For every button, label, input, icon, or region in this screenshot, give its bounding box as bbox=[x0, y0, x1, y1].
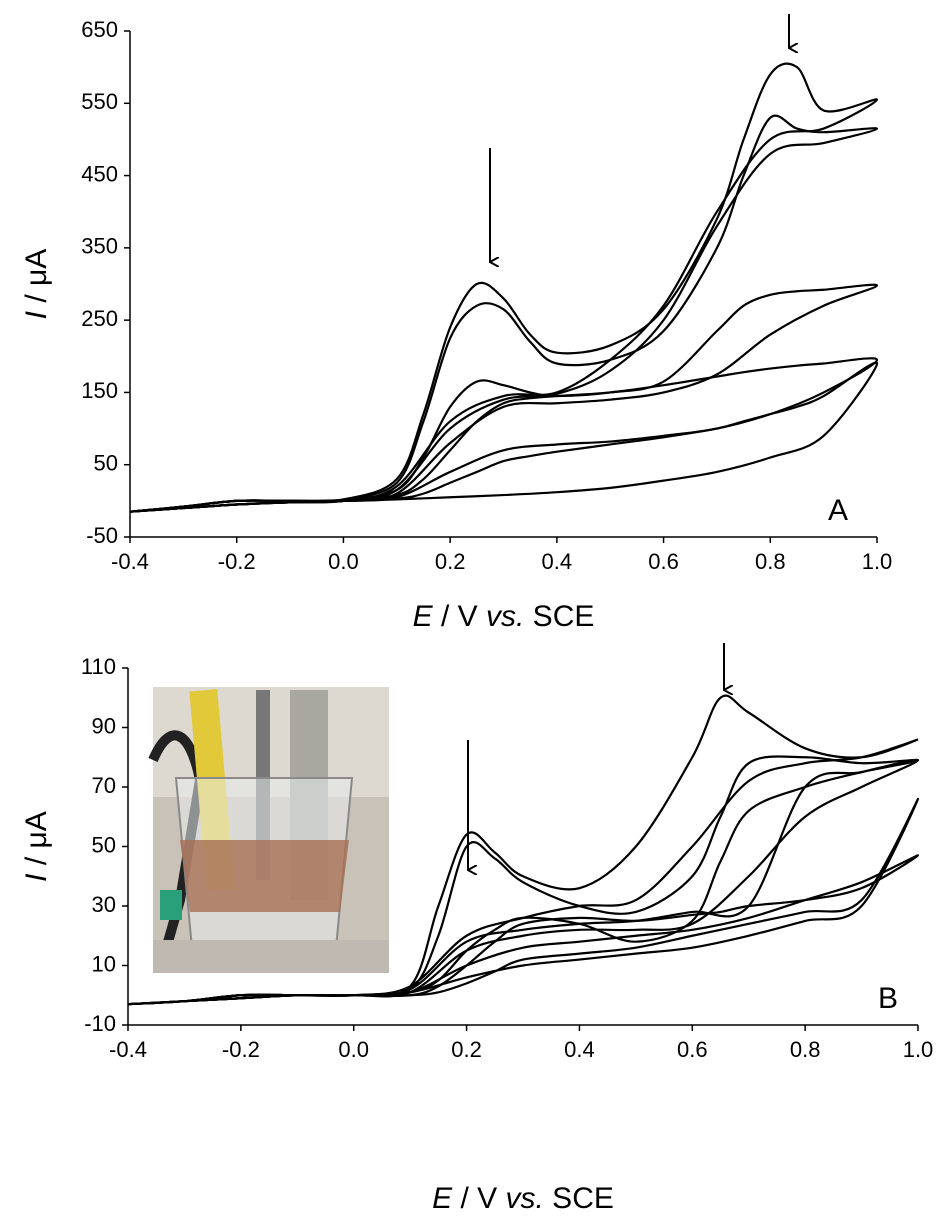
y-tick-label: -50 bbox=[86, 523, 118, 548]
x-tick-label: 0.8 bbox=[790, 1037, 821, 1062]
x-tick-label: 0.4 bbox=[564, 1037, 595, 1062]
x-tick-label: -0.4 bbox=[111, 549, 149, 574]
y-tick-label: 550 bbox=[81, 89, 118, 114]
y-tick-label: 250 bbox=[81, 306, 118, 331]
x-tick-label: 1.0 bbox=[862, 549, 893, 574]
photo-inset bbox=[148, 687, 389, 973]
cv-curve bbox=[129, 357, 879, 513]
y-tick-label: 90 bbox=[92, 713, 116, 738]
x-title-part: / V bbox=[452, 1182, 505, 1215]
x-tick-label: 0.0 bbox=[328, 549, 359, 574]
y-tick-label: 650 bbox=[81, 17, 118, 42]
x-tick-label: 0.6 bbox=[677, 1037, 708, 1062]
x-title-part: / V bbox=[433, 600, 486, 633]
cv-curve bbox=[129, 114, 879, 513]
y-tick-label: 30 bbox=[92, 892, 116, 917]
y-title-part: / μA bbox=[20, 249, 53, 311]
y-axis-title: I / μA bbox=[20, 811, 53, 882]
panel-label: A bbox=[828, 494, 848, 527]
y-tick-label: 70 bbox=[92, 773, 116, 798]
y-tick-label: -10 bbox=[84, 1011, 116, 1036]
cv-curve bbox=[127, 755, 920, 1006]
x-tick-label: 0.0 bbox=[338, 1037, 369, 1062]
x-title-part: E bbox=[432, 1182, 453, 1215]
y-tick-label: 50 bbox=[92, 832, 116, 857]
y-tick-label: 110 bbox=[81, 654, 116, 679]
cv-curve bbox=[129, 361, 879, 513]
cv-curve bbox=[127, 694, 919, 1006]
x-title-part: E bbox=[413, 600, 434, 633]
y-tick-label: 350 bbox=[81, 234, 118, 259]
x-tick-label: 0.4 bbox=[542, 549, 573, 574]
x-tick-label: 0.8 bbox=[755, 549, 786, 574]
x-axis-title: E / V vs. SCE bbox=[413, 600, 595, 633]
y-axis-title: I / μA bbox=[20, 249, 53, 320]
x-tick-label: -0.2 bbox=[218, 549, 256, 574]
y-tick-label: 450 bbox=[81, 161, 118, 186]
x-tick-label: 0.6 bbox=[648, 549, 679, 574]
x-title-part: vs. bbox=[506, 1182, 544, 1215]
x-tick-label: -0.2 bbox=[222, 1037, 260, 1062]
x-tick-label: 0.2 bbox=[435, 549, 466, 574]
x-title-part: SCE bbox=[524, 600, 594, 633]
y-title-part: I bbox=[20, 311, 53, 319]
x-tick-label: -0.4 bbox=[109, 1037, 147, 1062]
x-title-part: vs. bbox=[486, 600, 524, 633]
x-tick-label: 1.0 bbox=[903, 1037, 934, 1062]
y-title-part: I bbox=[20, 873, 53, 881]
panel-label: B bbox=[878, 982, 898, 1015]
y-tick-label: 10 bbox=[92, 951, 116, 976]
x-tick-label: 0.2 bbox=[451, 1037, 482, 1062]
cv-curve bbox=[127, 797, 920, 1006]
cv-curve bbox=[129, 62, 879, 513]
y-tick-label: 50 bbox=[94, 451, 118, 476]
cv-curve bbox=[129, 283, 879, 513]
x-axis-title: E / V vs. SCE bbox=[432, 1182, 614, 1215]
y-tick-label: 150 bbox=[81, 378, 118, 403]
y-title-part: / μA bbox=[20, 811, 53, 873]
x-title-part: SCE bbox=[544, 1182, 614, 1215]
